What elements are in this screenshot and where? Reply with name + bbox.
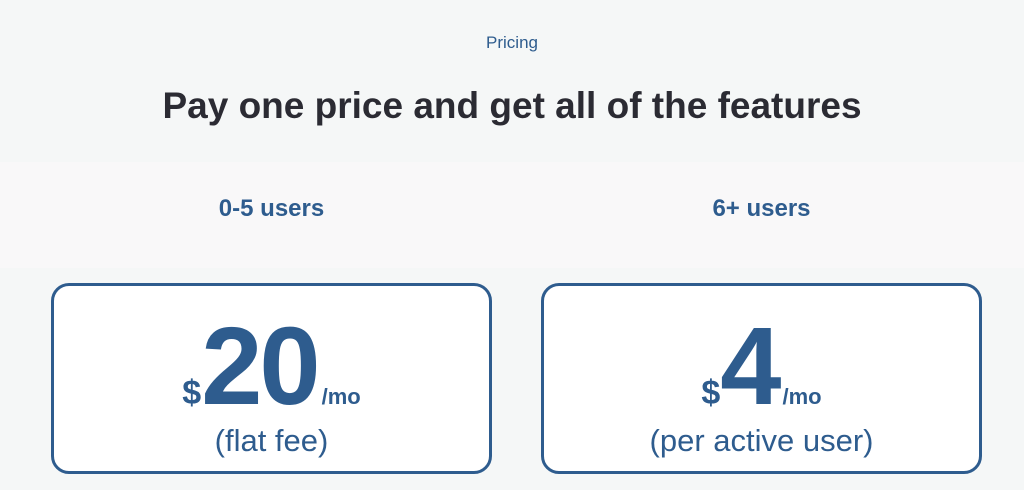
price-period: /mo [321, 384, 361, 409]
tier-label-large: 6+ users [712, 195, 811, 222]
price-amount: 20 [201, 305, 320, 428]
currency-symbol: $ [701, 374, 721, 412]
tier-label-small: 0-5 users [218, 195, 325, 222]
price: $ 4 /mo [544, 312, 979, 452]
price-note: (per active user) [649, 423, 874, 458]
pricing-card-large-team: $ 4 /mo (per active user) [541, 283, 982, 474]
price-period: /mo [782, 384, 822, 409]
page-title: Pay one price and get all of the feature… [162, 85, 862, 126]
currency-symbol: $ [182, 374, 202, 412]
price-amount: 4 [720, 305, 781, 428]
price-note: (flat fee) [214, 423, 329, 458]
section-eyebrow: Pricing [486, 33, 538, 52]
price: $ 20 /mo [54, 312, 489, 452]
tier-band [0, 162, 1024, 268]
pricing-card-small-team: $ 20 /mo (flat fee) [51, 283, 492, 474]
